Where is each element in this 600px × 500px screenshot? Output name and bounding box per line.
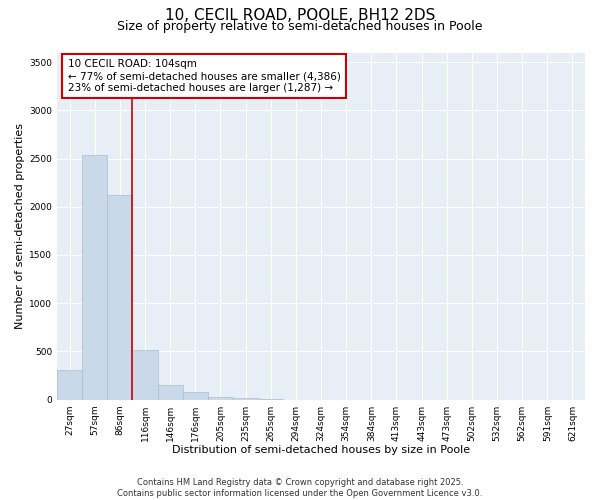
Bar [183,392,208,400]
Text: Size of property relative to semi-detached houses in Poole: Size of property relative to semi-detach… [117,20,483,33]
Bar [133,350,158,400]
Text: 10, CECIL ROAD, POOLE, BH12 2DS: 10, CECIL ROAD, POOLE, BH12 2DS [165,8,435,22]
Y-axis label: Number of semi-detached properties: Number of semi-detached properties [15,123,25,329]
Text: 10 CECIL ROAD: 104sqm
← 77% of semi-detached houses are smaller (4,386)
23% of s: 10 CECIL ROAD: 104sqm ← 77% of semi-deta… [68,60,340,92]
Bar [107,195,133,400]
X-axis label: Distribution of semi-detached houses by size in Poole: Distribution of semi-detached houses by … [172,445,470,455]
Bar [57,370,82,400]
Bar [208,396,233,400]
Bar [158,384,183,400]
Bar [233,398,258,400]
Text: Contains HM Land Registry data © Crown copyright and database right 2025.
Contai: Contains HM Land Registry data © Crown c… [118,478,482,498]
Bar [82,154,107,400]
